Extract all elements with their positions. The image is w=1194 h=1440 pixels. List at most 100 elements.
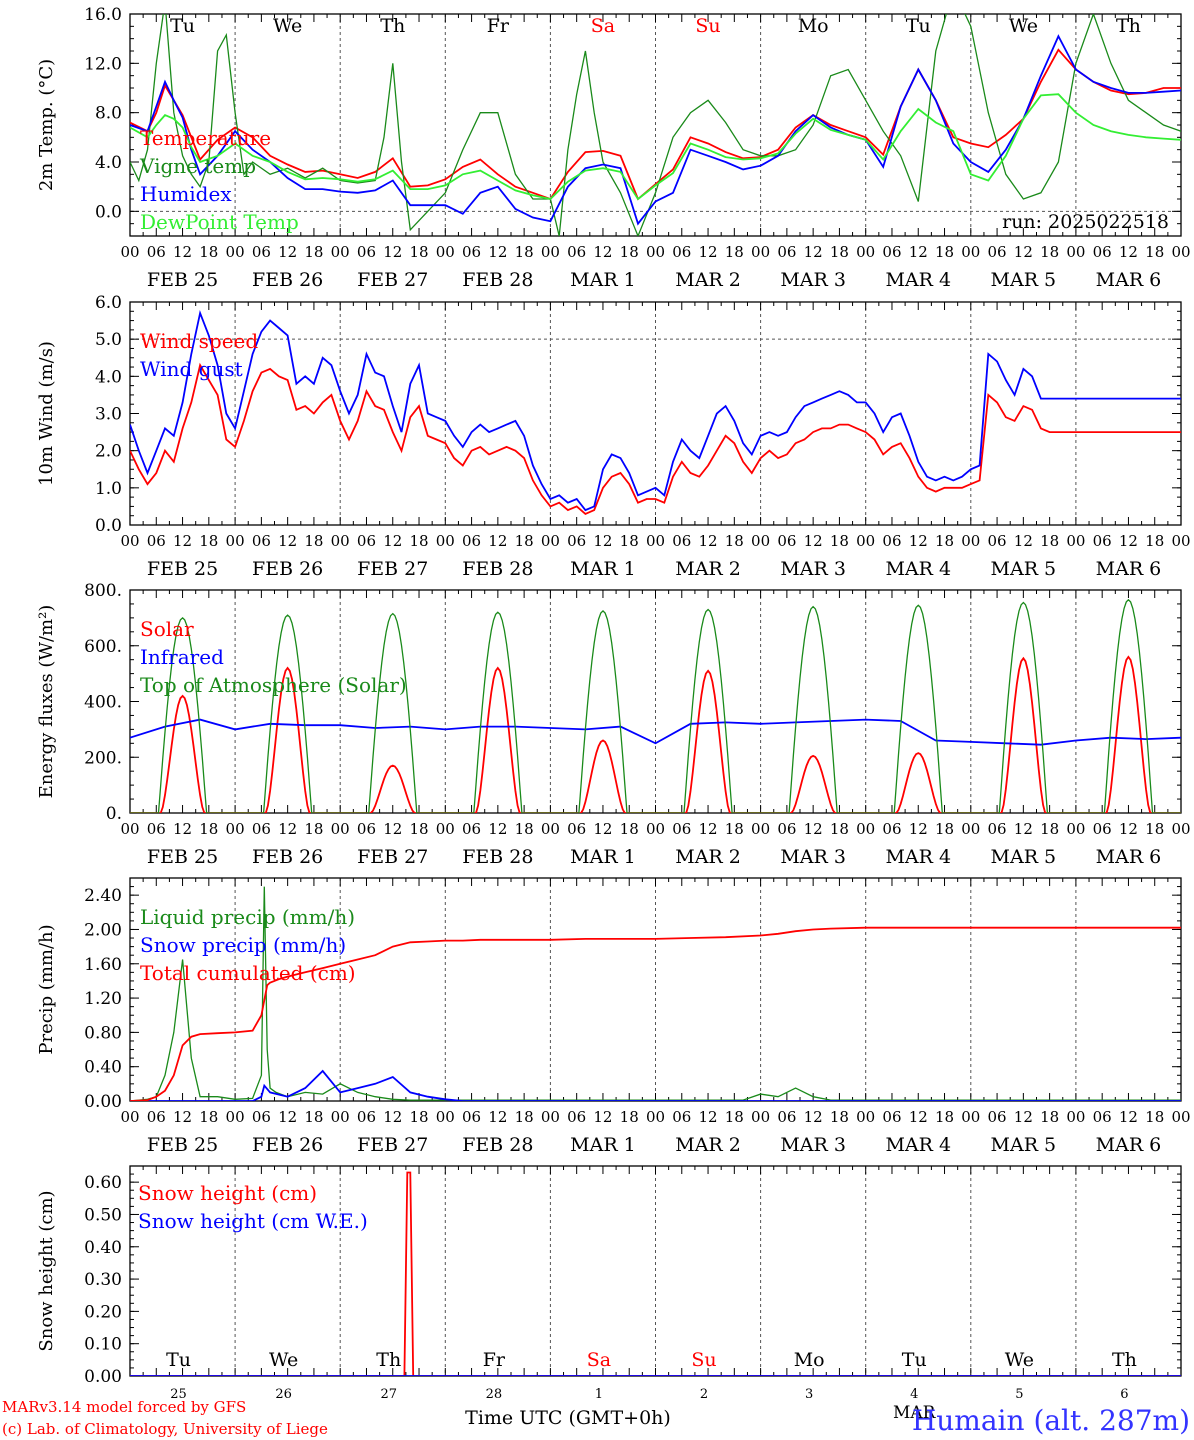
hour-tick-label: 12: [383, 532, 402, 550]
day-number-label: 26: [275, 1387, 292, 1402]
hour-tick-label: 06: [252, 532, 271, 550]
hour-tick-label: 00: [1066, 532, 1085, 550]
day-label: FEB 25: [147, 558, 218, 580]
hour-tick-label: 18: [1040, 532, 1059, 550]
hour-tick-label: 12: [173, 532, 192, 550]
day-label: FEB 27: [357, 1134, 428, 1156]
hour-tick-label: 18: [1145, 1108, 1164, 1126]
day-label: MAR 4: [885, 269, 951, 291]
hour-tick-label: 00: [856, 1108, 875, 1126]
hour-tick-label: 12: [278, 1108, 297, 1126]
hour-tick-label: 06: [1093, 243, 1112, 261]
weekday-label: Sa: [587, 1349, 611, 1371]
hour-tick-label: 18: [935, 820, 954, 838]
day-label: MAR 6: [1096, 846, 1162, 868]
hour-tick-label: 12: [804, 1108, 823, 1126]
y-axis-label: 2m Temp. (°C): [36, 59, 57, 191]
hour-tick-label: 12: [804, 820, 823, 838]
hour-tick-label: 18: [1040, 820, 1059, 838]
day-label: MAR 1: [570, 269, 636, 291]
month-label: MAR: [893, 1403, 937, 1423]
day-label: FEB 27: [357, 558, 428, 580]
day-label: FEB 28: [462, 1134, 533, 1156]
legend-entry: Infrared: [140, 645, 224, 669]
y-tick-label: 0.50: [84, 1205, 122, 1225]
day-label: MAR 3: [780, 558, 846, 580]
weekday-label: Th: [376, 1349, 401, 1371]
hour-tick-label: 18: [515, 1108, 534, 1126]
series-group: [130, 1171, 1181, 1376]
hour-tick-label: 18: [304, 532, 323, 550]
legend-entry: Total cumulated (cm): [140, 961, 356, 985]
hour-tick-label: 12: [383, 243, 402, 261]
series-line-snow-precip-mm-h-: [130, 1069, 1181, 1101]
hour-tick-label: 06: [567, 820, 586, 838]
series-line-wind-gust: [130, 309, 1181, 512]
hour-tick-label: 12: [1119, 532, 1138, 550]
hour-tick-label: 06: [252, 1108, 271, 1126]
legend-entry: Snow height (cm W.E.): [138, 1209, 368, 1233]
hour-tick-label: 06: [462, 243, 481, 261]
hour-tick-label: 00: [226, 1108, 245, 1126]
panels: 0.04.08.012.016.02m Temp. (°C)00 06 12 18FE…: [36, 5, 1191, 1423]
weekday-label: We: [269, 1349, 298, 1371]
weekday-label: Mo: [794, 1349, 825, 1371]
day-number-label: 5: [1015, 1387, 1023, 1402]
day-label: FEB 28: [462, 846, 533, 868]
weekday-label: Tu: [166, 1349, 191, 1371]
hour-tick-label: 18: [199, 243, 218, 261]
hour-tick-label: 00: [541, 1108, 560, 1126]
hour-tick-label: 18: [620, 1108, 639, 1126]
hour-tick-label: 06: [988, 532, 1007, 550]
series-line-solar: [130, 655, 1181, 813]
hour-tick-label: 12: [909, 820, 928, 838]
day-label: MAR 5: [991, 846, 1057, 868]
hour-tick-label: 18: [725, 532, 744, 550]
weekday-label: Su: [691, 1349, 716, 1371]
hour-tick-label: 06: [672, 820, 691, 838]
hour-tick-label: 18: [1145, 532, 1164, 550]
y-tick-label: 5.0: [95, 330, 122, 350]
legend-entry: Wind speed: [140, 329, 258, 353]
hour-tick-label: 18: [935, 243, 954, 261]
day-number-label: 2: [700, 1387, 708, 1402]
hour-tick-label: 00: [120, 243, 139, 261]
y-tick-label: 8.0: [95, 104, 122, 124]
hour-tick-label: 00: [1066, 243, 1085, 261]
hour-tick-label: 06: [1093, 820, 1112, 838]
hour-tick-label: 06: [567, 243, 586, 261]
hour-tick-label: 18: [935, 1108, 954, 1126]
hour-tick-label: 06: [777, 532, 796, 550]
hour-tick-label: 06: [988, 243, 1007, 261]
hour-tick-label: 18: [1145, 820, 1164, 838]
x-axis-label: Time UTC (GMT+0h): [465, 1407, 671, 1429]
day-label: FEB 26: [252, 558, 323, 580]
day-number-label: 3: [805, 1387, 813, 1402]
day-label: MAR 2: [675, 1134, 741, 1156]
hour-tick-label: 00: [436, 243, 455, 261]
panel-1: 0.0 4.0 8.0 12.0 16.0 2m Temp. (°C) 00 06 12 18 FE…: [36, 5, 1191, 291]
weekday-label: We: [1005, 1349, 1034, 1371]
y-tick-label: 4.0: [95, 367, 122, 387]
day-label: MAR 6: [1096, 558, 1162, 580]
hour-tick-label: 12: [699, 1108, 718, 1126]
hour-tick-label: 12: [173, 820, 192, 838]
hour-tick-label: 00: [1171, 820, 1190, 838]
legend-entry: DewPoint Temp: [140, 210, 299, 234]
y-tick-label: 0.20: [84, 1302, 122, 1322]
hour-tick-label: 18: [725, 820, 744, 838]
hour-tick-label: 00: [331, 532, 350, 550]
hour-tick-label: 18: [725, 243, 744, 261]
legend-entry: Vigne temp: [139, 154, 256, 178]
day-label: MAR 1: [570, 1134, 636, 1156]
y-tick-label: 200.: [84, 748, 122, 768]
legend-entry: Temperature: [140, 126, 271, 150]
day-label: MAR 5: [991, 269, 1057, 291]
day-label: MAR 1: [570, 846, 636, 868]
hour-tick-label: 06: [462, 1108, 481, 1126]
hour-tick-label: 00: [961, 532, 980, 550]
legend-entry: Liquid precip (mm/h): [140, 905, 355, 929]
y-tick-label: 2.40: [84, 886, 122, 906]
weekday-label: We: [1009, 15, 1038, 37]
day-number-label: 1: [595, 1387, 603, 1402]
